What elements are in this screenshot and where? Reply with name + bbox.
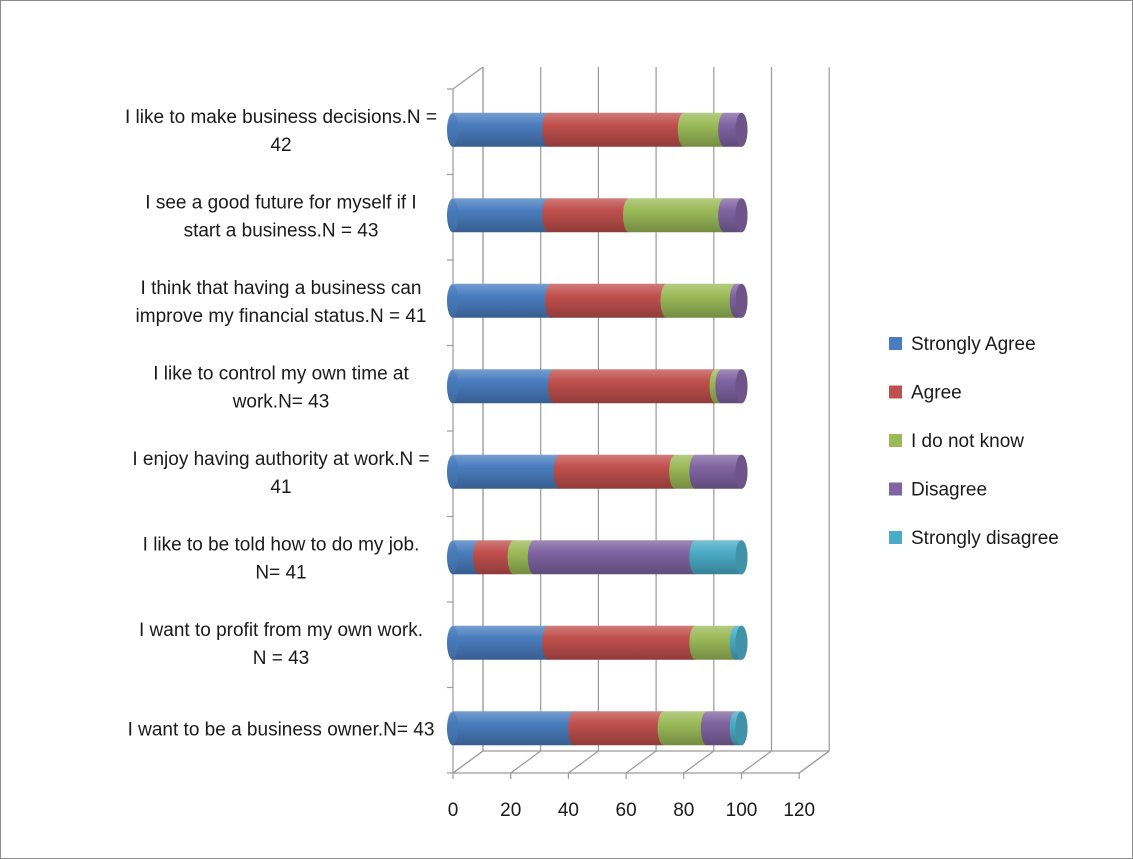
- category-label: I enjoy having authority at work.N =: [132, 449, 429, 470]
- bar-segment: [447, 711, 581, 746]
- side-wall: [452, 66, 484, 773]
- category-label: I like to control my own time at: [153, 363, 409, 384]
- floor-gridline: [741, 750, 772, 774]
- category-label: I see a good future for myself if I: [145, 192, 416, 213]
- bar-group: [447, 369, 748, 404]
- category-label: N= 41: [255, 562, 306, 583]
- bar-segment: [568, 711, 670, 746]
- bar-segment: [447, 198, 555, 233]
- bar-segment: [472, 540, 520, 575]
- bar-segment: [447, 283, 558, 318]
- floor-gridline: [625, 750, 657, 774]
- x-tick-labels: 0 20 40 60 80 100 120: [448, 800, 815, 821]
- bar-end-cap: [735, 540, 748, 575]
- x-tick-label: 120: [783, 800, 815, 821]
- bar-group: [447, 711, 748, 746]
- bar-end-cap: [735, 283, 748, 318]
- bar-segment: [447, 369, 560, 404]
- bar-segment: [447, 625, 555, 660]
- bar-segment: [689, 454, 748, 489]
- bar-segment: [677, 112, 731, 147]
- bar-segment: [689, 625, 742, 660]
- bar-segment: [527, 540, 702, 575]
- floor-gridline: [568, 750, 599, 774]
- bar-segment: [547, 369, 722, 404]
- category-label: I want to be a business owner.N= 43: [128, 719, 435, 740]
- floor-gridline: [510, 750, 542, 774]
- chart-walls: [452, 66, 830, 774]
- bar-end-cap: [735, 454, 748, 489]
- bars: [447, 112, 748, 746]
- bar-group: [447, 112, 748, 147]
- bar-start-cap: [448, 199, 458, 232]
- gridlines: [452, 67, 830, 774]
- category-label: I like to be told how to do my job.: [143, 534, 420, 555]
- axes: [447, 88, 800, 779]
- legend-swatch: [889, 434, 902, 447]
- legend-label: I do not know: [911, 431, 1024, 452]
- legend-swatch: [889, 337, 902, 350]
- legend-label: Strongly Agree: [911, 334, 1036, 355]
- bar-group: [447, 625, 748, 660]
- bar-start-cap: [448, 370, 458, 403]
- bar-segment: [542, 198, 635, 233]
- x-tick-label: 60: [616, 800, 637, 821]
- bar-segment: [660, 283, 742, 318]
- x-tick-label: 0: [448, 800, 459, 821]
- bar-segment: [689, 540, 748, 575]
- bar-start-cap: [448, 626, 458, 659]
- category-label: N = 43: [253, 648, 310, 669]
- bar-segment: [657, 711, 713, 746]
- floor-gridline: [683, 750, 715, 774]
- category-label: I want to profit from my own work.: [139, 620, 423, 641]
- legend-label: Strongly disagree: [911, 528, 1059, 549]
- x-tick-label: 20: [500, 800, 521, 821]
- bar-start-cap: [448, 113, 458, 146]
- bar-segment: [553, 454, 682, 489]
- bar-group: [447, 198, 748, 233]
- category-label: 42: [270, 135, 291, 156]
- bar-segment: [542, 625, 702, 660]
- legend-swatch: [889, 531, 902, 544]
- floor-gridline: [798, 750, 830, 774]
- legend-swatch: [889, 385, 902, 399]
- bar-end-cap: [735, 625, 748, 660]
- bar-group: [447, 454, 748, 489]
- category-label: start a business.N = 43: [184, 220, 379, 241]
- category-label: I think that having a business can: [141, 278, 422, 299]
- bar-segment: [542, 112, 690, 147]
- category-label: I like to make business decisions.N =: [125, 107, 437, 128]
- bar-segment: [622, 198, 731, 233]
- bar-group: [447, 540, 748, 575]
- bar-start-cap: [448, 284, 458, 317]
- bar-segment: [447, 112, 555, 147]
- category-label: 41: [270, 477, 291, 498]
- x-tick-label: 100: [726, 800, 758, 821]
- bar-segment: [447, 454, 566, 489]
- bar-start-cap: [448, 712, 458, 745]
- x-tick-label: 40: [558, 800, 579, 821]
- bar-end-cap: [735, 198, 748, 233]
- bar-end-cap: [735, 112, 748, 147]
- x-tick-label: 80: [673, 800, 694, 821]
- floor-gridline: [452, 750, 484, 774]
- legend: Strongly Agree Agree I do not know Disagree…: [889, 334, 1059, 549]
- bar-start-cap: [448, 541, 458, 574]
- bar-start-cap: [448, 455, 458, 488]
- category-labels: I like to make business decisions.N = 42 I…: [125, 107, 437, 741]
- bar-segment: [545, 283, 673, 318]
- bar-end-cap: [735, 711, 748, 746]
- category-label: improve my financial status.N = 41: [136, 306, 427, 327]
- category-label: work.N= 43: [232, 391, 330, 412]
- legend-label: Agree: [911, 383, 962, 404]
- bar-group: [447, 283, 748, 318]
- bar-end-cap: [735, 369, 748, 404]
- legend-swatch: [889, 482, 902, 496]
- legend-label: Disagree: [911, 480, 987, 501]
